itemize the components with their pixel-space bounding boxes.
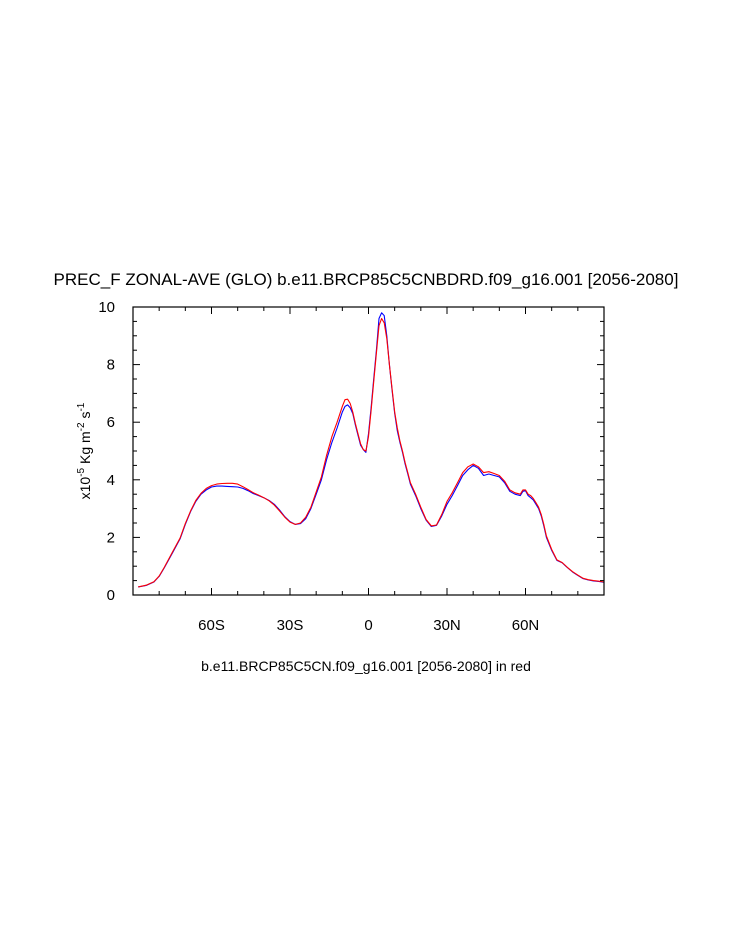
x-tick-label: 60N (512, 617, 540, 634)
y-tick-label: 0 (107, 587, 115, 604)
x-tick-label: 0 (364, 617, 372, 634)
axis-tick-labels: 60S 30S 0 30N 60N 0 2 4 6 8 10 (98, 299, 539, 634)
series-line-1 (138, 317, 605, 588)
x-tick-label: 30S (277, 617, 304, 634)
axis-ticks (133, 306, 604, 596)
y-tick-label: 8 (107, 357, 115, 374)
chart-title: PREC_F ZONAL-AVE (GLO) b.e11.BRCP85C5CNB… (54, 270, 679, 289)
series-group (138, 312, 605, 588)
series-line-0 (138, 312, 605, 588)
x-tick-label: 30N (433, 617, 461, 634)
y-tick-label: 2 (107, 529, 115, 546)
y-axis-label: x10-5 Kg m-2 s-1 (76, 402, 93, 499)
y-tick-label: 4 (107, 472, 115, 489)
y-tick-label: 6 (107, 414, 115, 431)
x-axis-label: b.e11.BRCP85C5CN.f09_g16.001 [2056-2080]… (201, 658, 531, 674)
x-tick-label: 60S (198, 617, 225, 634)
y-tick-label: 10 (98, 299, 115, 316)
plot-frame (132, 306, 605, 596)
